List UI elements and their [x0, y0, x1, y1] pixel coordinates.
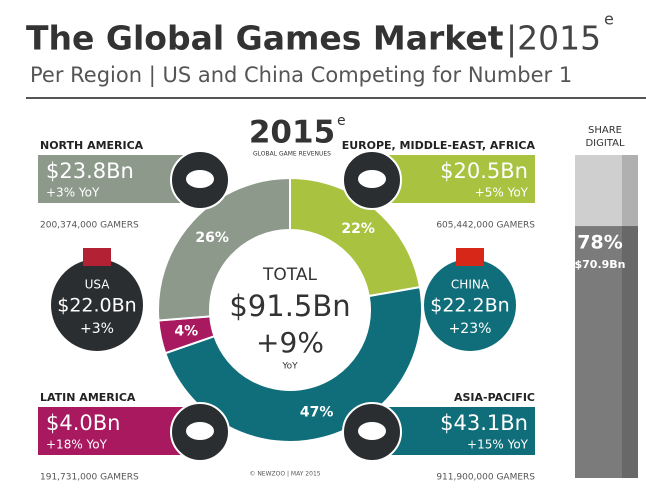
title: The Global Games Market [26, 19, 504, 58]
region-revenue: $43.1Bn [440, 411, 528, 435]
map-shape [186, 422, 214, 440]
segment-label: 26% [195, 230, 229, 246]
donut-segment [157, 176, 291, 322]
region-name: LATIN AMERICA [40, 391, 136, 404]
region-gamers: 191,731,000 GAMERS [40, 473, 139, 483]
country-bubble [51, 259, 143, 351]
donut-segment [163, 285, 423, 443]
region-gamers: 605,442,000 GAMERS [436, 221, 535, 231]
country-name: USA [85, 278, 111, 292]
map-shape [358, 170, 386, 188]
region-revenue: $20.5Bn [440, 159, 528, 183]
region-revenue: $23.8Bn [46, 159, 134, 183]
center-sup: e [337, 113, 346, 129]
segment-label: 47% [300, 405, 334, 421]
total-value: $91.5Bn [229, 289, 350, 323]
region-growth: +3% YoY [46, 186, 100, 200]
region-name: NORTH AMERICA [40, 139, 144, 152]
total-growth: +9% [256, 326, 324, 359]
region-panel [38, 407, 190, 455]
country-bubble [424, 259, 516, 351]
flag [83, 248, 111, 266]
title-year: |2015 [506, 19, 601, 58]
total-label: TOTAL [262, 265, 317, 285]
share-value: 78% [577, 232, 622, 254]
share-edge [622, 155, 638, 478]
title-sup: e [604, 10, 614, 29]
region-gamers: 911,900,000 GAMERS [436, 473, 535, 483]
share-label: DIGITAL [585, 138, 625, 149]
donut-hole [216, 236, 364, 384]
segment-label: 4% [174, 324, 198, 340]
country-growth: +23% [449, 321, 492, 337]
region-growth: +5% YoY [475, 186, 529, 200]
country-growth: +3% [80, 321, 114, 337]
share-label: SHARE [588, 125, 622, 136]
footer: © NEWZOO | MAY 2015 [249, 471, 320, 478]
donut-segment [289, 176, 422, 298]
flag [456, 248, 484, 266]
region-revenue: $4.0Bn [46, 411, 120, 435]
share-revenue: $70.9Bn [574, 258, 625, 271]
region-growth: +15% YoY [467, 438, 529, 452]
share-bar [575, 226, 638, 478]
region-name: ASIA-PACIFIC [454, 391, 535, 404]
subtitle: Per Region | US and China Competing for … [30, 63, 572, 88]
total-growth-unit: YoY [281, 362, 298, 372]
map-shape [358, 422, 386, 440]
center-caption: GLOBAL GAME REVENUES [253, 151, 331, 158]
region-growth: +18% YoY [46, 438, 108, 452]
country-revenue: $22.2Bn [430, 295, 509, 317]
country-name: CHINA [451, 278, 490, 292]
country-revenue: $22.0Bn [57, 295, 136, 317]
region-panel [38, 155, 190, 203]
center-year: 2015 [249, 115, 335, 151]
region-name: EUROPE, MIDDLE-EAST, AFRICA [342, 139, 536, 152]
region-gamers: 200,374,000 GAMERS [40, 221, 139, 231]
map-shape [186, 170, 214, 188]
segment-label: 22% [341, 221, 375, 237]
